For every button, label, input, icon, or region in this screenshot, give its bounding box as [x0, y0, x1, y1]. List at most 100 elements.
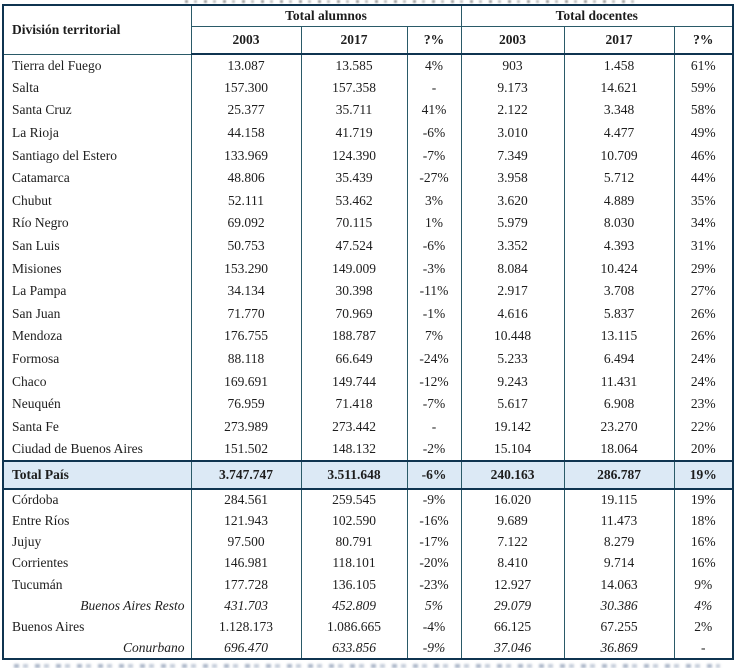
- row-label: Buenos Aires Resto: [2, 595, 192, 617]
- cell-alumnos-2003: 121.943: [190, 509, 302, 532]
- cell-docentes-pct: 58%: [673, 99, 734, 122]
- cell-alumnos-2017: 157.358: [300, 76, 408, 100]
- row-label: Conurbano: [2, 637, 192, 660]
- cell-docentes-2017: 8.279: [563, 531, 675, 553]
- cell-alumnos-pct: -27%: [406, 166, 462, 190]
- cell-alumnos-2017: 47.524: [300, 234, 408, 258]
- row-label: La Rioja: [2, 121, 192, 145]
- cell-docentes-2003: 9.243: [460, 370, 565, 393]
- table-row: Tierra del Fuego 13.087 13.585 4% 903 1.…: [2, 54, 734, 77]
- cell-alumnos-2003: 48.806: [190, 166, 302, 190]
- cell-alumnos-2003: 1.128.173: [190, 616, 302, 638]
- table-row: Catamarca 48.806 35.439 -27% 3.958 5.712…: [2, 166, 734, 190]
- cell-docentes-2017: 23.270: [563, 415, 675, 439]
- table-row: Tucumán 177.728 136.105 -23% 12.927 14.0…: [2, 573, 734, 596]
- cell-alumnos-pct: -2%: [406, 438, 462, 461]
- row-label: San Juan: [2, 302, 192, 326]
- cell-alumnos-2003: 13.087: [190, 54, 302, 77]
- cell-alumnos-pct: -11%: [406, 279, 462, 303]
- cell-docentes-pct: 23%: [673, 392, 734, 416]
- table-row: Chaco 169.691 149.744 -12% 9.243 11.431 …: [2, 370, 734, 393]
- cell-docentes-pct: 29%: [673, 257, 734, 280]
- cell-docentes-pct: 31%: [673, 234, 734, 258]
- table-row: San Luis 50.753 47.524 -6% 3.352 4.393 3…: [2, 234, 734, 258]
- cell-docentes-2003: 16.020: [460, 488, 565, 510]
- row-label: Ciudad de Buenos Aires: [2, 438, 192, 461]
- table-row: Chubut 52.111 53.462 3% 3.620 4.889 35%: [2, 189, 734, 213]
- sub-header-row: 2003 2017 ?% 2003 2017 ?%: [3, 26, 734, 55]
- cell-docentes-pct: 19%: [673, 459, 734, 490]
- table-row: Misiones 153.290 149.009 -3% 8.084 10.42…: [2, 257, 734, 280]
- cell-alumnos-2003: 273.989: [190, 415, 302, 439]
- cell-alumnos-2003: 69.092: [190, 212, 302, 235]
- cell-alumnos-pct: 4%: [406, 54, 462, 77]
- cell-alumnos-2003: 169.691: [190, 370, 302, 393]
- cell-alumnos-pct: -24%: [406, 347, 462, 371]
- cell-docentes-2017: 67.255: [563, 616, 675, 638]
- cell-docentes-2017: 18.064: [563, 438, 675, 461]
- cell-docentes-2003: 5.233: [460, 347, 565, 371]
- cell-docentes-2003: 19.142: [460, 415, 565, 439]
- cell-docentes-2017: 30.386: [563, 595, 675, 617]
- cell-alumnos-2003: 44.158: [190, 121, 302, 145]
- cell-alumnos-pct: -1%: [406, 302, 462, 326]
- cell-alumnos-pct: -6%: [406, 459, 462, 490]
- cell-docentes-2003: 9.173: [460, 76, 565, 100]
- cell-docentes-2017: 286.787: [563, 459, 675, 490]
- cell-alumnos-2017: 70.969: [300, 302, 408, 326]
- cell-docentes-pct: 35%: [673, 189, 734, 213]
- row-label: Salta: [2, 76, 192, 100]
- cell-alumnos-2003: 176.755: [190, 325, 302, 348]
- cell-docentes-2003: 9.689: [460, 509, 565, 532]
- row-label: Santiago del Estero: [2, 144, 192, 167]
- cell-alumnos-2017: 102.590: [300, 509, 408, 532]
- table-row: Santa Fe 273.989 273.442 - 19.142 23.270…: [2, 415, 734, 439]
- cell-docentes-2017: 5.837: [563, 302, 675, 326]
- cell-docentes-2017: 19.115: [563, 488, 675, 510]
- cell-docentes-pct: 26%: [673, 302, 734, 326]
- cell-docentes-pct: 27%: [673, 279, 734, 303]
- cell-docentes-2017: 11.473: [563, 509, 675, 532]
- cell-docentes-2017: 8.030: [563, 212, 675, 235]
- table-row: Ciudad de Buenos Aires 151.502 148.132 -…: [2, 438, 734, 461]
- cell-docentes-2017: 14.621: [563, 76, 675, 100]
- cell-docentes-pct: 44%: [673, 166, 734, 190]
- cell-docentes-pct: 16%: [673, 531, 734, 553]
- row-label: Tucumán: [2, 573, 192, 596]
- cell-docentes-2003: 7.349: [460, 144, 565, 167]
- cell-alumnos-pct: 3%: [406, 189, 462, 213]
- cell-docentes-2003: 8.410: [460, 552, 565, 574]
- cell-docentes-pct: 4%: [673, 595, 734, 617]
- table-row: Jujuy 97.500 80.791 -17% 7.122 8.279 16%: [2, 531, 734, 553]
- cell-alumnos-pct: -: [406, 415, 462, 439]
- cropped-text-top: [185, 0, 640, 3]
- cell-alumnos-2017: 80.791: [300, 531, 408, 553]
- row-label: Santa Fe: [2, 415, 192, 439]
- cell-docentes-pct: 24%: [673, 370, 734, 393]
- cell-docentes-pct: 19%: [673, 488, 734, 510]
- table-row: Entre Ríos 121.943 102.590 -16% 9.689 11…: [2, 509, 734, 532]
- row-label: Jujuy: [2, 531, 192, 553]
- cell-alumnos-pct: -3%: [406, 257, 462, 280]
- table-body: Tierra del Fuego 13.087 13.585 4% 903 1.…: [2, 54, 734, 660]
- cell-alumnos-2003: 97.500: [190, 531, 302, 553]
- cell-alumnos-pct: -6%: [406, 121, 462, 145]
- cell-docentes-2003: 2.122: [460, 99, 565, 122]
- cell-alumnos-2017: 188.787: [300, 325, 408, 348]
- cell-alumnos-2017: 41.719: [300, 121, 408, 145]
- cell-alumnos-2017: 66.649: [300, 347, 408, 371]
- cell-docentes-2017: 4.889: [563, 189, 675, 213]
- row-label: Entre Ríos: [2, 509, 192, 532]
- table-row: La Pampa 34.134 30.398 -11% 2.917 3.708 …: [2, 279, 734, 303]
- cell-docentes-pct: 46%: [673, 144, 734, 167]
- table-row: La Rioja 44.158 41.719 -6% 3.010 4.477 4…: [2, 121, 734, 145]
- cell-docentes-pct: 24%: [673, 347, 734, 371]
- cell-alumnos-2017: 273.442: [300, 415, 408, 439]
- row-label: Buenos Aires: [2, 616, 192, 638]
- row-label: Corrientes: [2, 552, 192, 574]
- table-row: Formosa 88.118 66.649 -24% 5.233 6.494 2…: [2, 347, 734, 371]
- cell-alumnos-2003: 153.290: [190, 257, 302, 280]
- cell-docentes-2003: 3.958: [460, 166, 565, 190]
- table-row: Corrientes 146.981 118.101 -20% 8.410 9.…: [2, 552, 734, 574]
- cell-docentes-2003: 240.163: [460, 459, 565, 490]
